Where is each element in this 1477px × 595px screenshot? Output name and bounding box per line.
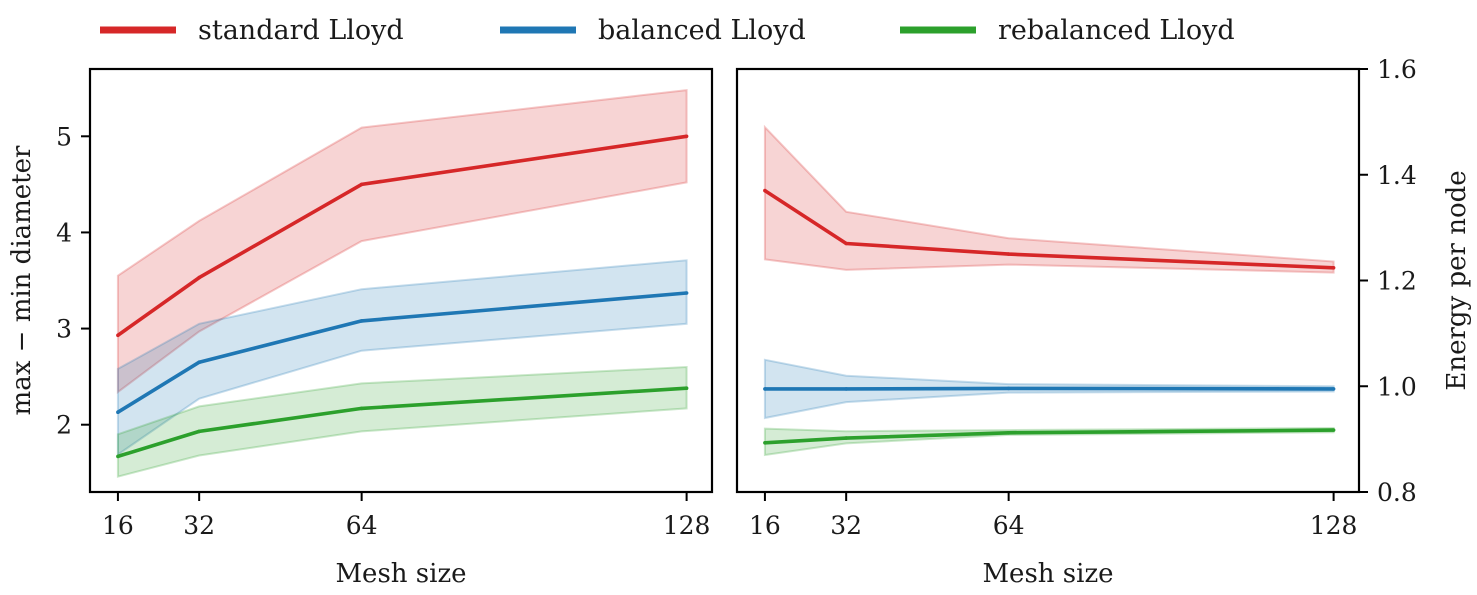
panel0-point-rebalanced-lloyd-128 [684, 386, 689, 391]
panel0-ytick-label-1: 3 [56, 315, 72, 344]
legend-label-standard-lloyd: standard Lloyd [198, 15, 404, 46]
panel0-ytick-label-3: 5 [56, 122, 72, 151]
panel1-xtick-label-32: 32 [830, 511, 862, 540]
panel1-point-standard-lloyd-64 [1006, 252, 1011, 256]
panel1-ytick-label-0: 0.8 [1377, 478, 1417, 507]
panel0-point-standard-lloyd-16 [116, 333, 120, 338]
legend-label-balanced-lloyd: balanced Lloyd [598, 15, 806, 46]
panel1-point-rebalanced-lloyd-128 [1331, 428, 1336, 432]
panel1-point-rebalanced-lloyd-64 [1006, 431, 1011, 435]
panel0-point-standard-lloyd-128 [684, 134, 689, 139]
panel1-ytick-label-3: 1.4 [1377, 161, 1417, 190]
panel0-band-rebalanced-lloyd [116, 365, 688, 478]
panel1-ytick-label-4: 1.6 [1377, 55, 1417, 84]
panel1-xtick-label-128: 128 [1310, 511, 1358, 540]
panel0-line-standard-lloyd [116, 134, 687, 337]
panel1-xtick-label-16: 16 [749, 511, 781, 540]
panel0-xtick-label-128: 128 [663, 511, 711, 540]
panel0-x-axis-label: Mesh size [335, 559, 466, 589]
panel0-y-axis-label: max − min diameter [7, 145, 37, 415]
panel1-y-axis-label: Energy per node [1442, 170, 1472, 390]
panel1-x-axis-label: Mesh size [982, 559, 1113, 589]
panel0-point-balanced-lloyd-16 [116, 410, 120, 415]
panel0-xtick-label-16: 16 [102, 511, 134, 540]
panel1-point-standard-lloyd-16 [763, 188, 767, 193]
panel1-point-balanced-lloyd-64 [1006, 386, 1011, 391]
panel0-band-standard-lloyd [116, 88, 688, 394]
panel1-point-balanced-lloyd-128 [1331, 387, 1336, 391]
legend-label-rebalanced-lloyd: rebalanced Lloyd [998, 15, 1235, 46]
legend: standard Lloyd balanced Lloyd rebalanced L… [100, 15, 1235, 46]
panel0-point-standard-lloyd-32 [197, 275, 201, 280]
panel1-ytick-label-2: 1.2 [1377, 267, 1417, 296]
panel1-point-rebalanced-lloyd-16 [763, 441, 767, 445]
panel0-point-rebalanced-lloyd-64 [359, 406, 364, 411]
panel0-xtick-label-32: 32 [183, 511, 215, 540]
panel0-ytick-label-0: 2 [56, 411, 72, 440]
panel1-line-rebalanced-lloyd [764, 428, 1334, 445]
panel1-point-standard-lloyd-32 [844, 241, 848, 246]
panel1-line-balanced-lloyd [764, 386, 1334, 391]
left-panel: 16 32 64 128 Mesh size 2 3 4 5 max − min diameter [7, 67, 714, 589]
panel0-ytick-label-2: 4 [56, 218, 72, 247]
panel0-axes-frame [88, 67, 714, 494]
panel1-band-standard-lloyd [763, 124, 1335, 274]
panel1-point-standard-lloyd-128 [1331, 266, 1336, 270]
panel1-ytick-label-1: 1.0 [1377, 372, 1417, 401]
panel1-point-balanced-lloyd-16 [763, 387, 767, 391]
panel0-xtick-label-64: 64 [346, 511, 378, 540]
panel0-point-balanced-lloyd-64 [359, 319, 364, 323]
panel0-point-balanced-lloyd-32 [197, 360, 201, 365]
panel0-point-standard-lloyd-64 [359, 182, 364, 187]
right-panel: 16 32 64 128 Mesh size 0.8 1.0 1.2 1.4 1.6 Energy … [735, 55, 1472, 589]
panel1-xtick-label-64: 64 [993, 511, 1025, 540]
panel1-point-rebalanced-lloyd-32 [844, 436, 848, 440]
panel0-point-rebalanced-lloyd-32 [197, 429, 201, 434]
panel0-line-rebalanced-lloyd [117, 386, 687, 459]
panel1-point-balanced-lloyd-32 [844, 387, 848, 391]
panel0-point-rebalanced-lloyd-16 [116, 454, 120, 459]
panel0-line-balanced-lloyd [116, 291, 687, 414]
panel0-band-balanced-lloyd [116, 259, 688, 457]
panel0-point-balanced-lloyd-128 [684, 291, 689, 295]
panel1-line-standard-lloyd [763, 189, 1334, 270]
